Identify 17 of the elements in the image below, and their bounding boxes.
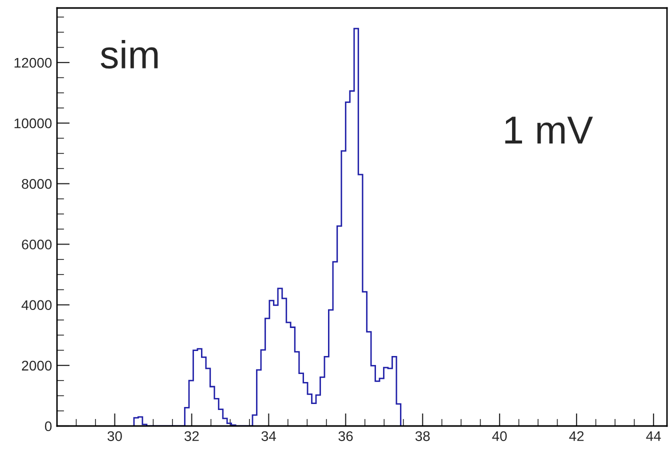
- x-tick-label: 38: [415, 431, 430, 442]
- annotation: 1 mV: [505, 116, 593, 144]
- x-tick-label: 40: [492, 431, 507, 442]
- y-tick-label: 2000: [22, 360, 52, 371]
- annotation: sim: [100, 40, 158, 69]
- x-tick-label: 30: [108, 431, 122, 442]
- y-tick-label: 6000: [22, 240, 52, 250]
- x-tick-label: 32: [184, 431, 199, 442]
- x-tick-label: 34: [261, 431, 276, 442]
- x-tick-label: 42: [569, 431, 584, 441]
- y-tick-label: 0: [44, 421, 52, 432]
- y-tick-label: 12000: [14, 58, 52, 68]
- x-tick-label: 36: [338, 431, 353, 442]
- y-tick-label: 10000: [14, 118, 52, 128]
- x-tick-label: 44: [646, 431, 661, 441]
- y-tick-label: 4000: [22, 300, 52, 310]
- y-tick-label: 8000: [22, 179, 52, 189]
